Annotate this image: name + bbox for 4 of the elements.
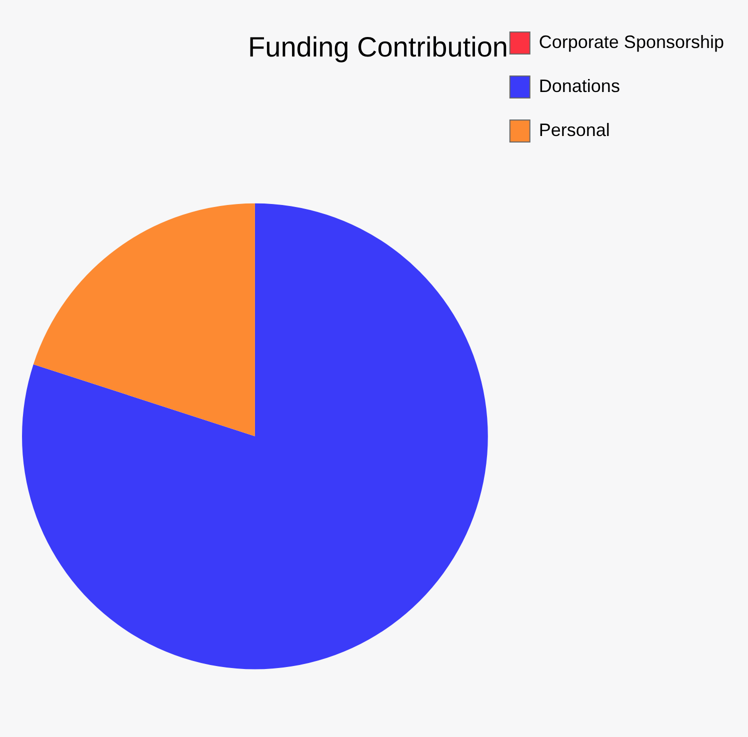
legend-label: Corporate Sponsorship [538, 32, 724, 52]
legend-label: Personal [538, 120, 610, 140]
chart-title: Funding Contribution [248, 32, 508, 63]
legend-label: Donations [538, 76, 620, 96]
